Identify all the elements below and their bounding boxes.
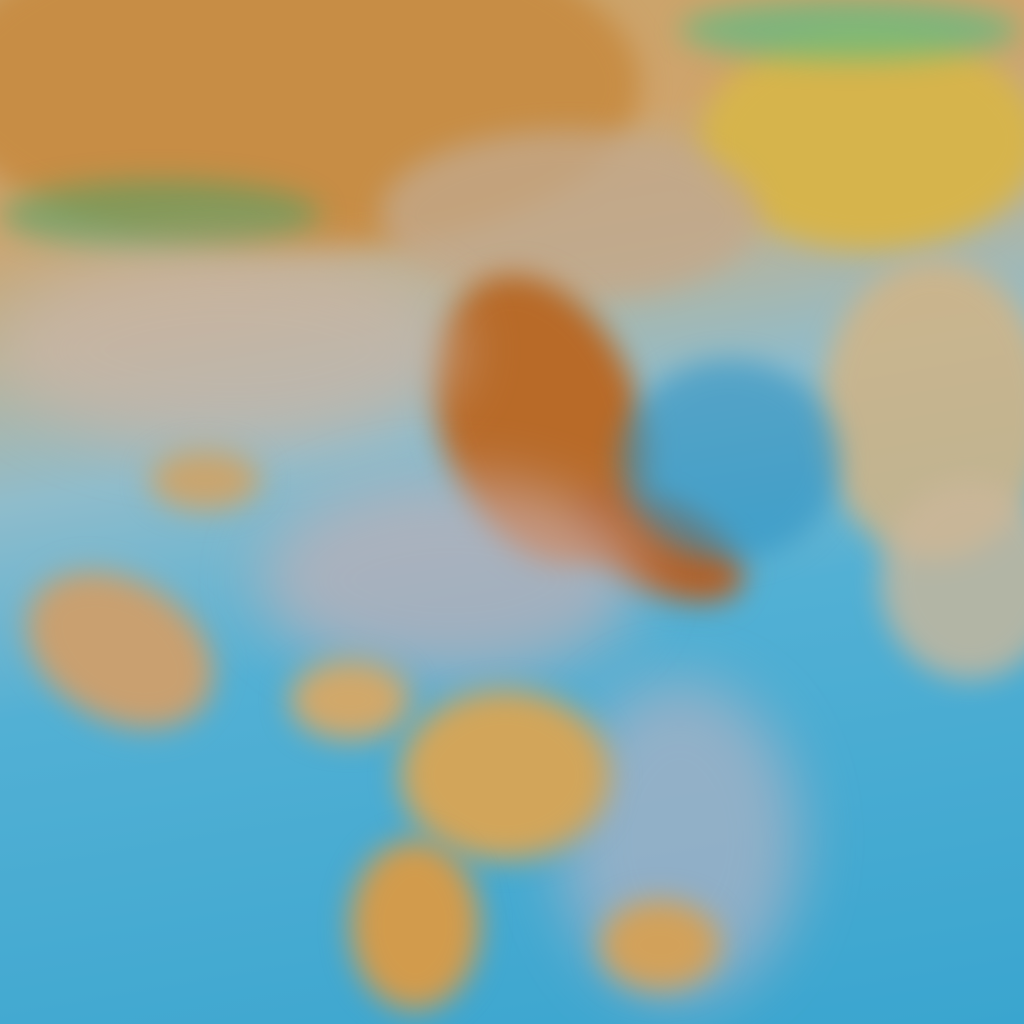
island-mid [290, 660, 410, 740]
east-cloud-lower [880, 480, 1024, 680]
island-small [150, 450, 260, 510]
east-dark-sea [620, 360, 840, 560]
island-south [350, 840, 480, 1010]
sea-haze-center [260, 480, 640, 680]
island-large [400, 690, 610, 860]
northeast-cloud-green [680, 0, 1020, 60]
central-haze [380, 130, 760, 300]
north-land-green-edge [0, 180, 320, 250]
island-southeast [600, 900, 720, 990]
sea-haze-west [0, 250, 460, 450]
